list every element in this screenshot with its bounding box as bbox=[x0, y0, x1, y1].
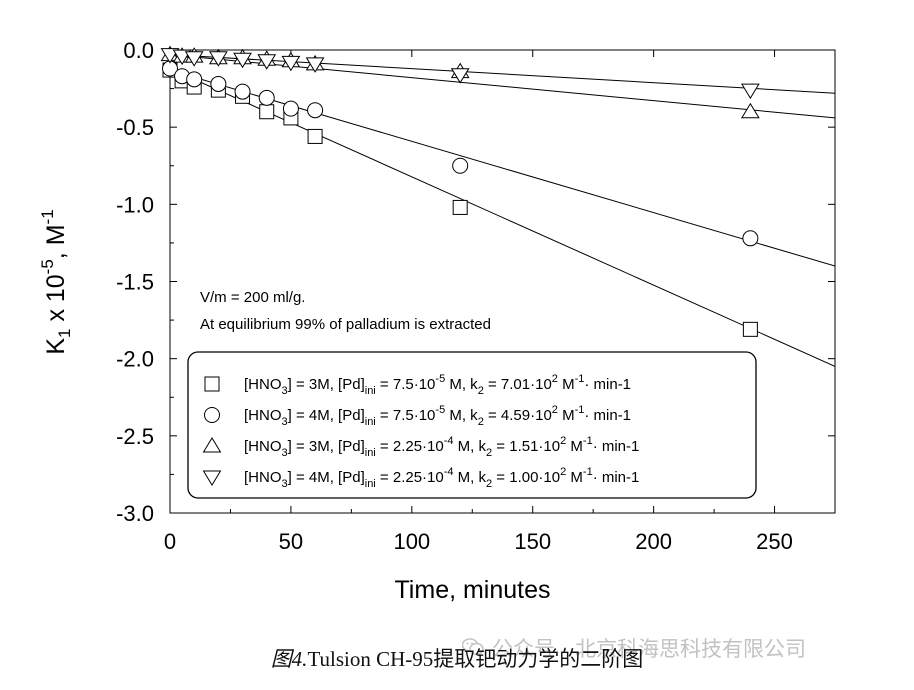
caption-lead: 图4. bbox=[270, 647, 308, 671]
y-tick-label: 0.0 bbox=[123, 38, 154, 63]
series-4-point bbox=[233, 52, 252, 69]
legend-marker-4 bbox=[202, 470, 222, 486]
series-1-point bbox=[742, 321, 758, 337]
series-2-point bbox=[210, 75, 227, 92]
series-4-point bbox=[740, 83, 760, 100]
annotation-2: At equilibrium 99% of palladium is extra… bbox=[200, 316, 491, 333]
series-2-point bbox=[186, 71, 203, 88]
caption-text: Tulsion CH-95提取钯动力学的二阶图 bbox=[307, 647, 644, 671]
legend-marker-3 bbox=[202, 437, 222, 453]
series-2-point bbox=[307, 102, 324, 119]
series-4-point bbox=[184, 51, 204, 67]
y-tick-label: -1.0 bbox=[116, 192, 154, 217]
x-tick-label: 250 bbox=[756, 529, 793, 554]
fit-line-4 bbox=[170, 54, 835, 94]
series-2-point bbox=[282, 100, 299, 117]
annotation-1: V/m = 200 ml/g. bbox=[200, 289, 305, 306]
series-2-point bbox=[742, 230, 759, 247]
fit-line-3 bbox=[170, 54, 835, 119]
series-4-point bbox=[305, 57, 325, 73]
figure-caption: 图4.Tulsion CH-95提取钯动力学的二阶图 bbox=[0, 643, 914, 673]
series-4-point bbox=[257, 54, 277, 70]
x-tick-label: 100 bbox=[393, 529, 430, 554]
series-1-point bbox=[307, 128, 323, 144]
series-1-point bbox=[259, 104, 275, 120]
watermark: 公众号 · 北京科海思科技有限公司 bbox=[492, 637, 807, 661]
series-2-point bbox=[234, 83, 251, 100]
series-3-point bbox=[740, 102, 760, 119]
fit-line-1 bbox=[170, 68, 835, 367]
fit-line-2 bbox=[170, 69, 835, 267]
x-tick-label: 50 bbox=[279, 529, 303, 554]
x-tick-label: 0 bbox=[164, 529, 176, 554]
legend-marker-1 bbox=[204, 376, 220, 392]
series-2-point bbox=[258, 89, 275, 106]
y-tick-label: -2.0 bbox=[116, 347, 154, 372]
y-tick-label: -1.5 bbox=[116, 270, 154, 295]
legend-label-4: [HNO3] = 4M, [Pd]ini = 2.25·10-4 M, k2 =… bbox=[244, 466, 639, 490]
legend-marker-2 bbox=[204, 407, 220, 423]
series-2-point bbox=[452, 157, 469, 174]
y-tick-label: -3.0 bbox=[116, 501, 154, 526]
x-axis-title: Time, minutes bbox=[394, 576, 550, 604]
wechat-icon bbox=[462, 638, 484, 656]
y-tick-label: -2.5 bbox=[116, 424, 154, 449]
legend-label-3: [HNO3] = 3M, [Pd]ini = 2.25·10-4 M, k2 =… bbox=[244, 435, 639, 459]
legend-box bbox=[187, 351, 757, 499]
series-1-point bbox=[452, 199, 468, 215]
y-tick-label: -0.5 bbox=[116, 115, 154, 140]
series-4-point bbox=[208, 51, 228, 67]
legend-label-1: [HNO3] = 3M, [Pd]ini = 7.5·10-5 M, k2 = … bbox=[244, 373, 631, 397]
y-axis-title: K1 x 10-5, M-1 bbox=[38, 209, 74, 354]
series-4-point bbox=[450, 68, 470, 84]
legend-label-2: [HNO3] = 4M, [Pd]ini = 7.5·10-5 M, k2 = … bbox=[244, 404, 631, 428]
x-tick-label: 150 bbox=[514, 529, 551, 554]
series-4-point bbox=[281, 55, 301, 72]
x-tick-label: 200 bbox=[635, 529, 672, 554]
